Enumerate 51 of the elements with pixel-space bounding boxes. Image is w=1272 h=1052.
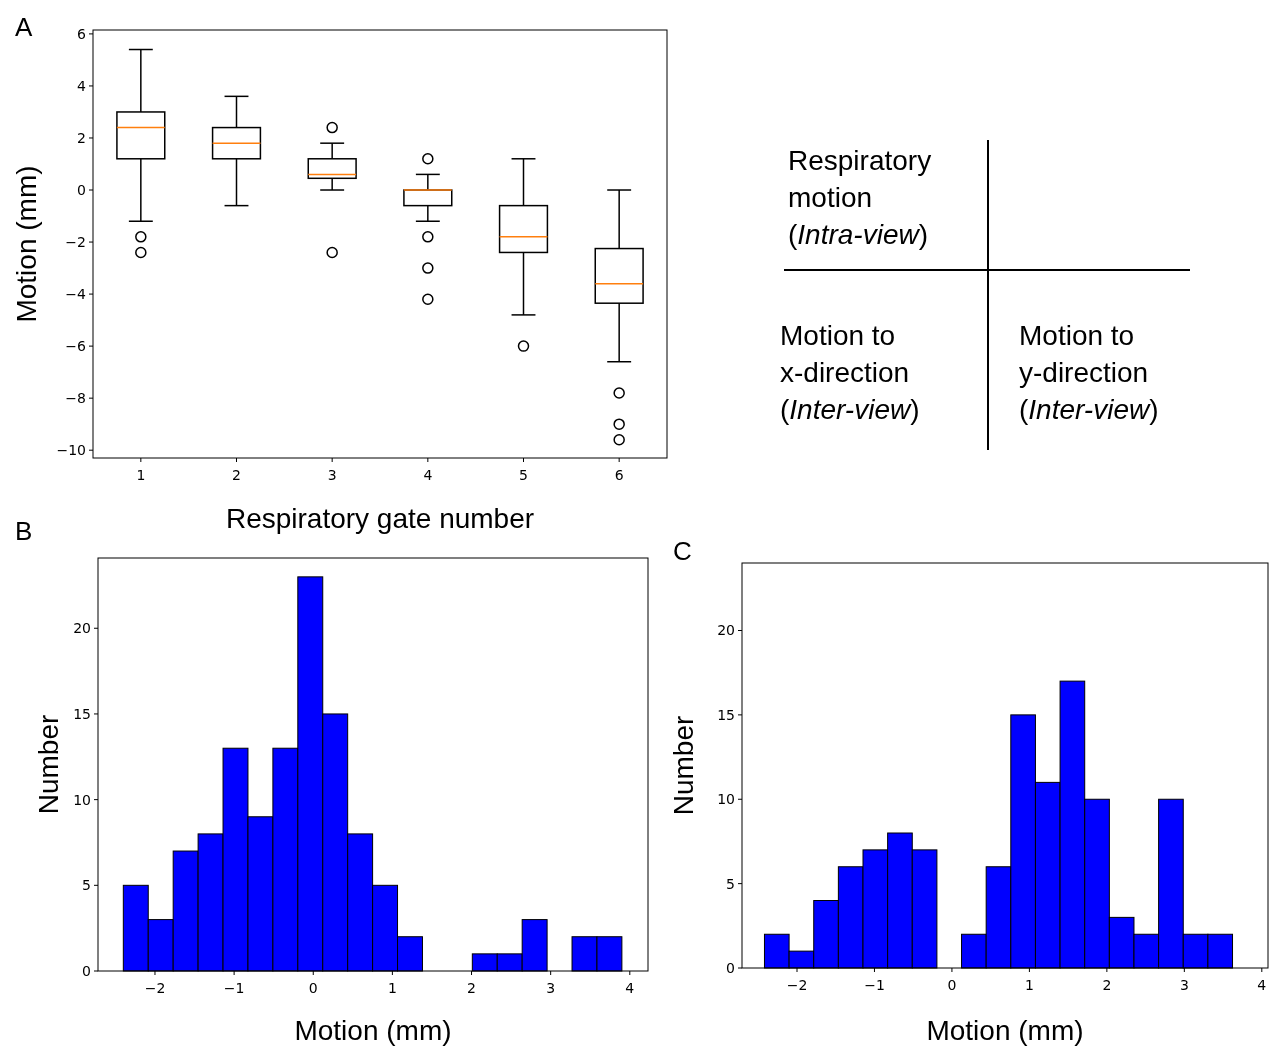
y-tick-label: 0 bbox=[726, 959, 735, 976]
y-tick-label: −4 bbox=[65, 285, 87, 302]
y-axis-title: Number bbox=[33, 714, 64, 815]
y-tick-label: 15 bbox=[73, 705, 91, 722]
x-tick-label: −2 bbox=[144, 980, 166, 996]
x-tick-label: 0 bbox=[947, 977, 957, 993]
x-tick-label: 0 bbox=[308, 980, 318, 996]
y-tick-label: 10 bbox=[717, 791, 735, 808]
y-tick-label: 15 bbox=[717, 706, 735, 723]
x-tick-label: 5 bbox=[519, 467, 528, 483]
y-tick-label: 4 bbox=[77, 77, 87, 94]
x-tick-label: 6 bbox=[614, 467, 624, 483]
x-axis-title: Motion (mm) bbox=[926, 1015, 1084, 1046]
x-tick-label: 3 bbox=[546, 980, 556, 996]
x-tick-label: 1 bbox=[387, 980, 397, 996]
y-tick-label: 5 bbox=[82, 877, 91, 894]
text: Motion to x-direction (Inter-view) bbox=[780, 320, 920, 425]
chart-title: A bbox=[15, 12, 33, 42]
y-axis-title: Number bbox=[668, 715, 699, 816]
y-tick-label: 2 bbox=[77, 129, 86, 146]
x-tick-label: −1 bbox=[223, 980, 245, 996]
y-tick-label: −2 bbox=[65, 233, 86, 250]
y-tick-label: 6 bbox=[77, 25, 87, 42]
y-tick-label: 5 bbox=[726, 875, 735, 892]
x-tick-label: 4 bbox=[1257, 977, 1267, 993]
text: Motion to y-direction (Inter-view) bbox=[1019, 320, 1159, 425]
x-tick-label: 2 bbox=[1102, 977, 1112, 993]
text: Respiratory motion (Intra-view) bbox=[788, 145, 932, 250]
x-tick-label: 4 bbox=[625, 980, 635, 996]
x-tick-label: −1 bbox=[864, 977, 885, 993]
x-tick-label: 2 bbox=[232, 467, 241, 483]
y-tick-label: −8 bbox=[65, 390, 86, 407]
y-tick-label: 20 bbox=[717, 622, 735, 639]
y-axis-title: Motion (mm) bbox=[11, 165, 42, 323]
x-tick-label: 2 bbox=[467, 980, 476, 996]
y-tick-label: 10 bbox=[73, 791, 91, 808]
x-axis-title: Motion (mm) bbox=[294, 1015, 452, 1046]
x-tick-label: 3 bbox=[1179, 977, 1189, 993]
chart-title: C bbox=[673, 536, 692, 566]
y-tick-label: −10 bbox=[56, 442, 86, 459]
x-tick-label: −2 bbox=[786, 977, 808, 993]
y-tick-label: −6 bbox=[65, 338, 87, 355]
y-tick-label: 20 bbox=[73, 620, 91, 637]
x-axis-title: Respiratory gate number bbox=[225, 503, 535, 534]
x-tick-label: 4 bbox=[423, 467, 433, 483]
x-tick-label: 1 bbox=[136, 467, 146, 483]
x-tick-label: 3 bbox=[327, 467, 337, 483]
x-tick-label: 1 bbox=[1024, 977, 1034, 993]
chart-title: B bbox=[15, 516, 33, 546]
y-tick-label: 0 bbox=[77, 181, 86, 198]
y-tick-label: 0 bbox=[82, 962, 91, 979]
